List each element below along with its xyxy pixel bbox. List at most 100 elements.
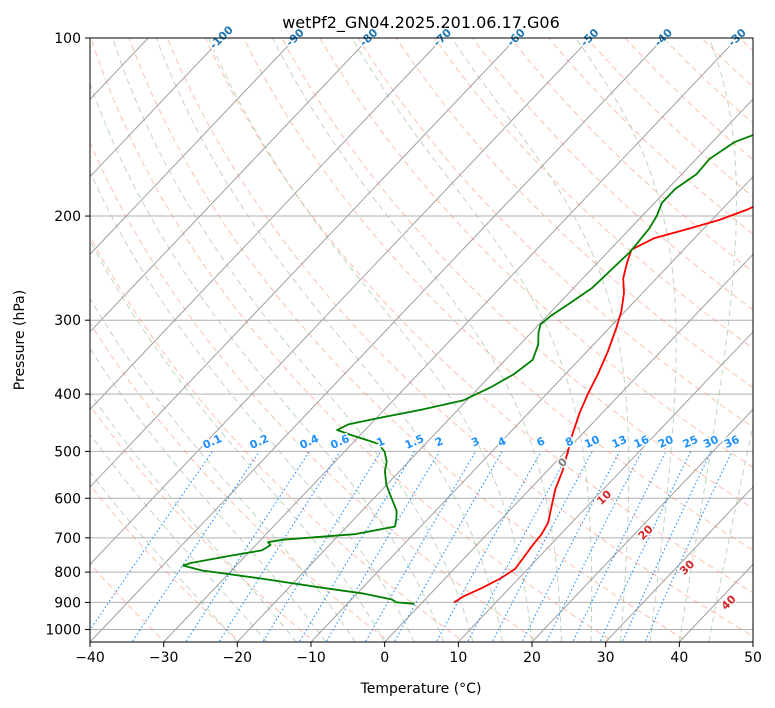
mixing-ratio-line [621, 451, 712, 642]
mixing-ratio-label: 1.5 [403, 432, 426, 452]
moist-adiabat [90, 433, 268, 642]
x-tick-label: −10 [296, 650, 326, 666]
dry-adiabat [166, 38, 753, 637]
dry-adiabat [764, 25, 775, 645]
y-tick-label: 800 [54, 565, 81, 581]
dry-adiabat [548, 38, 753, 235]
temperature-line [453, 205, 753, 604]
dry-adiabat [319, 38, 753, 469]
isotherm-line [604, 486, 753, 642]
x-tick-label: 40 [670, 650, 688, 666]
x-tick-label: −40 [75, 650, 105, 666]
moist-adiabat [575, 38, 677, 642]
moist-adiabat-label: 20 [636, 522, 656, 542]
dry-adiabat [395, 38, 753, 389]
dry-adiabat [90, 484, 241, 642]
dry-adiabat [471, 38, 753, 311]
mixing-ratio-line [491, 451, 593, 642]
background-lines [90, 25, 775, 645]
dry-adiabat [90, 235, 465, 642]
x-tick-label: −30 [149, 650, 179, 666]
isotherm-line [90, 38, 223, 178]
y-tick-label: 300 [54, 313, 81, 329]
isotherm-line [90, 38, 518, 488]
mixing-ratio-label: 2 [433, 434, 445, 449]
dry-adiabat [128, 38, 690, 642]
mixing-ratio-label: 10 [582, 433, 602, 451]
isotherm-line [752, 641, 753, 642]
moist-adiabat [208, 38, 533, 642]
dry-adiabat [586, 38, 753, 198]
y-tick-label: 400 [54, 387, 81, 403]
dry-adiabat [204, 38, 753, 594]
mixing-ratio-label: 25 [681, 433, 700, 451]
isotherm-line [90, 38, 297, 256]
mixing-ratio-line [364, 451, 477, 642]
moist-adiabat [90, 392, 297, 642]
moist-adiabat [155, 38, 503, 642]
dry-adiabat [243, 38, 753, 551]
y-tick-label: 1000 [45, 622, 81, 638]
mixing-ratio-label: 1 [375, 434, 387, 449]
x-tick-label: −20 [223, 650, 253, 666]
mixing-ratio-line [435, 451, 542, 642]
mixing-ratio-line [90, 451, 214, 631]
mixing-ratio-line [644, 451, 733, 642]
dry-adiabat [357, 38, 753, 428]
x-tick-label: 0 [380, 650, 389, 666]
moist-adiabat [90, 239, 386, 642]
isotherm-line [90, 38, 591, 566]
moist-adiabat-label: 30 [677, 557, 697, 577]
isotherm-line [162, 38, 739, 642]
line-labels: -100-90-80-70-60-50-40-30-20-100.10.20.4… [199, 22, 750, 614]
mixing-ratio-label: 0.2 [248, 432, 271, 452]
chart-title: wetPf2_GN04.2025.201.06.17.G06 [282, 13, 560, 33]
moist-adiabat [708, 423, 753, 642]
mixing-ratio-line [466, 451, 571, 642]
plot-frame [89, 37, 754, 643]
moist-adiabat [90, 297, 356, 642]
moist-adiabat [272, 38, 562, 642]
dry-adiabat [90, 404, 316, 642]
mixing-ratio-line [325, 451, 440, 642]
series-layer [182, 134, 753, 605]
isotherm-line [383, 253, 753, 642]
y-tick-label: 600 [54, 491, 81, 507]
isotherm-line [236, 98, 753, 642]
moist-adiabat [451, 38, 630, 642]
mixing-ratio-label: 13 [610, 433, 629, 451]
mixing-ratio-label: 0.1 [201, 432, 224, 452]
x-axis-label: Temperature (°C) [360, 681, 482, 697]
moist-adiabat [90, 81, 445, 642]
y-tick-label: 500 [54, 444, 81, 460]
dry-adiabat [281, 38, 753, 510]
dry-adiabat [90, 141, 540, 642]
mixing-ratio-line [131, 451, 260, 642]
isotherm-line [310, 175, 753, 642]
moist-adiabat [90, 471, 238, 642]
isotherm-line [90, 38, 370, 333]
mixing-ratio-label: 20 [656, 433, 676, 451]
axes: −40 −30 −20 −10 0 10 20 30 40 5010009008007006005… [45, 31, 762, 666]
moist-adiabat-label: 0 [555, 455, 570, 470]
isotherm-line [90, 38, 665, 642]
dry-adiabat [510, 38, 753, 273]
isotherm-line [531, 408, 753, 642]
dry-adiabat [90, 38, 615, 642]
x-tick-label: 10 [449, 650, 467, 666]
isotherm-line [90, 38, 444, 411]
mixing-ratio-label: 30 [701, 433, 721, 451]
mixing-ratio-label: 0.4 [298, 432, 321, 452]
dry-adiabat [433, 38, 753, 349]
mixing-ratio-line [262, 451, 382, 642]
mixing-ratio-line [599, 451, 692, 642]
mixing-ratio-line [218, 451, 341, 642]
dry-adiabat [90, 321, 391, 642]
mixing-ratio-label: 6 [535, 434, 548, 449]
y-axis-label: Pressure (hPa) [12, 290, 28, 390]
moist-adiabat [112, 38, 474, 642]
moist-adiabat [90, 347, 327, 642]
moist-adiabat [351, 38, 593, 642]
moist-adiabat [678, 38, 737, 642]
x-tick-label: 20 [523, 650, 541, 666]
